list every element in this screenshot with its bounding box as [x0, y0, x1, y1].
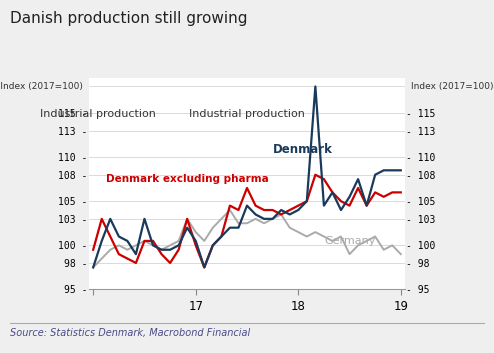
- Text: Industrial production: Industrial production: [189, 108, 305, 119]
- Text: Industrial production: Industrial production: [40, 108, 156, 119]
- Text: Danish production still growing: Danish production still growing: [10, 11, 247, 25]
- Text: Denmark: Denmark: [273, 143, 332, 156]
- Text: 118 -Index (2017=100): 118 -Index (2017=100): [0, 82, 82, 91]
- Text: Germany: Germany: [324, 235, 375, 246]
- Text: Denmark excluding pharma: Denmark excluding pharma: [106, 174, 269, 184]
- Text: Source: Statistics Denmark, Macrobond Financial: Source: Statistics Denmark, Macrobond Fi…: [10, 328, 250, 338]
- Text: Index (2017=100)- 118: Index (2017=100)- 118: [412, 82, 494, 91]
